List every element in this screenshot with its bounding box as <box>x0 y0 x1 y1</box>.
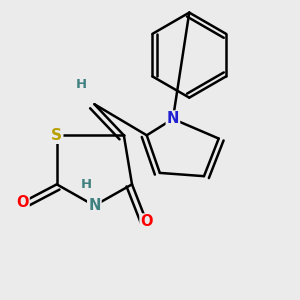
Text: N: N <box>167 111 179 126</box>
Text: O: O <box>16 195 29 210</box>
Text: H: H <box>76 78 87 91</box>
Text: S: S <box>51 128 62 143</box>
Text: H: H <box>81 178 92 191</box>
Text: O: O <box>140 214 153 230</box>
Text: N: N <box>88 198 100 213</box>
